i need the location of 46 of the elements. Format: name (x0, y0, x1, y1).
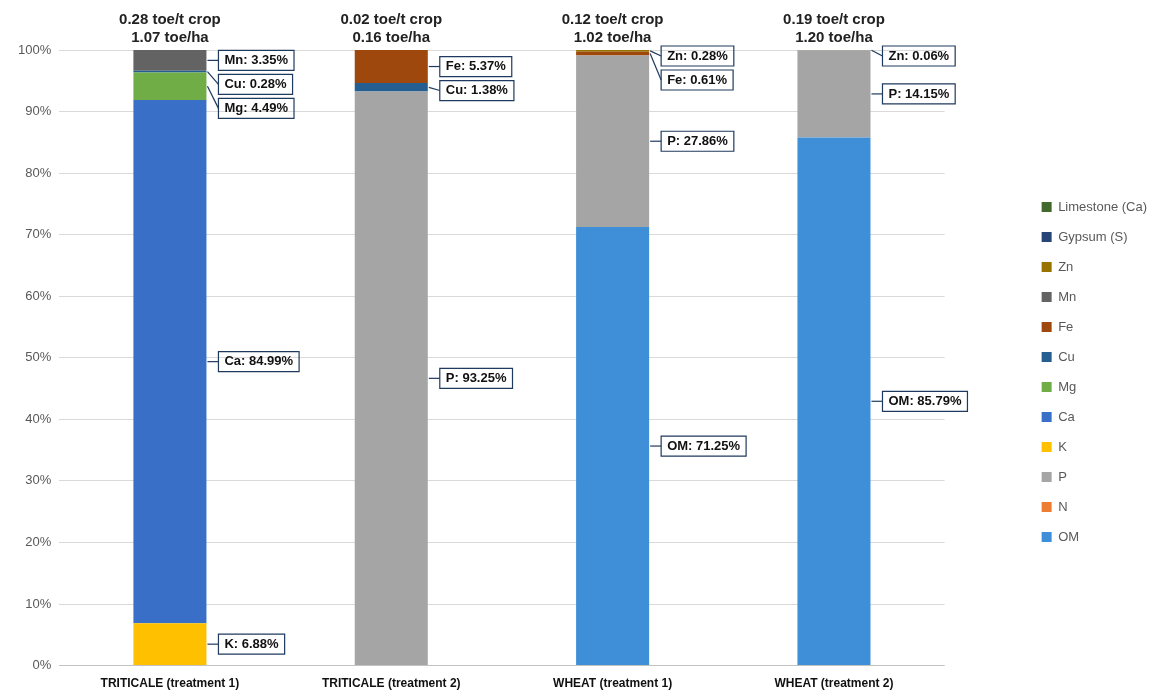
data-label: Ca: 84.99% (224, 353, 294, 369)
legend-label: OM (1058, 528, 1080, 544)
legend-label: Fe (1058, 318, 1074, 334)
data-label: Mn: 3.35% (224, 51, 289, 67)
data-label: P: 93.25% (445, 369, 507, 385)
y-tick-label: 80% (25, 164, 52, 180)
legend-label: K (1058, 438, 1068, 454)
legend-label: Mg (1058, 378, 1077, 394)
x-tick-label: TRITICALE (treatment 1) (100, 676, 240, 691)
data-label: P: 27.86% (667, 132, 729, 148)
legend-label: N (1058, 498, 1068, 514)
x-tick-label: WHEAT (treatment 2) (774, 676, 894, 691)
data-label: K: 6.88% (224, 635, 280, 651)
y-tick-label: 20% (25, 534, 52, 550)
y-tick-label: 60% (25, 287, 52, 303)
x-tick-label: WHEAT (treatment 1) (553, 676, 673, 691)
legend-label: P (1058, 468, 1067, 484)
legend-label: Mn (1058, 288, 1077, 304)
data-label: Cu: 1.38% (445, 82, 509, 98)
y-tick-label: 90% (25, 103, 52, 119)
legend-label: Zn (1058, 258, 1074, 274)
y-tick-label: 30% (25, 472, 52, 488)
data-label: P: 14.15% (888, 85, 950, 101)
y-tick-label: 10% (25, 595, 52, 611)
y-tick-label: 40% (25, 410, 52, 426)
data-label: Zn: 0.06% (888, 47, 950, 63)
text: 0.12 toe/t crop 1.02 toe/ha (561, 10, 664, 45)
text: 0.19 toe/t crop 1.20 toe/ha (783, 10, 885, 45)
legend-label: Gypsum (S) (1058, 228, 1128, 244)
legend-label: Limestone (Ca) (1058, 198, 1148, 214)
x-tick-label: TRITICALE (treatment 2) (321, 676, 461, 691)
legend-label: Ca (1058, 408, 1076, 424)
data-label: OM: 71.25% (667, 437, 741, 453)
text: 0.02 toe/t crop 0.16 toe/ha (340, 10, 443, 45)
data-label: Fe: 0.61% (667, 71, 728, 87)
data-label: Cu: 0.28% (224, 75, 288, 91)
legend-label: Cu (1058, 348, 1075, 364)
y-tick-label: 50% (25, 349, 52, 365)
y-tick-label: 100% (18, 41, 52, 57)
y-tick-label: 70% (25, 226, 52, 242)
data-label: Mg: 4.49% (224, 99, 289, 115)
data-label: OM: 85.79% (888, 392, 962, 408)
y-tick-label: 0% (32, 657, 52, 673)
data-label: Zn: 0.28% (667, 47, 729, 63)
data-label: Fe: 5.37% (445, 58, 507, 74)
text: 0.28 toe/t crop 1.07 toe/ha (119, 10, 221, 45)
